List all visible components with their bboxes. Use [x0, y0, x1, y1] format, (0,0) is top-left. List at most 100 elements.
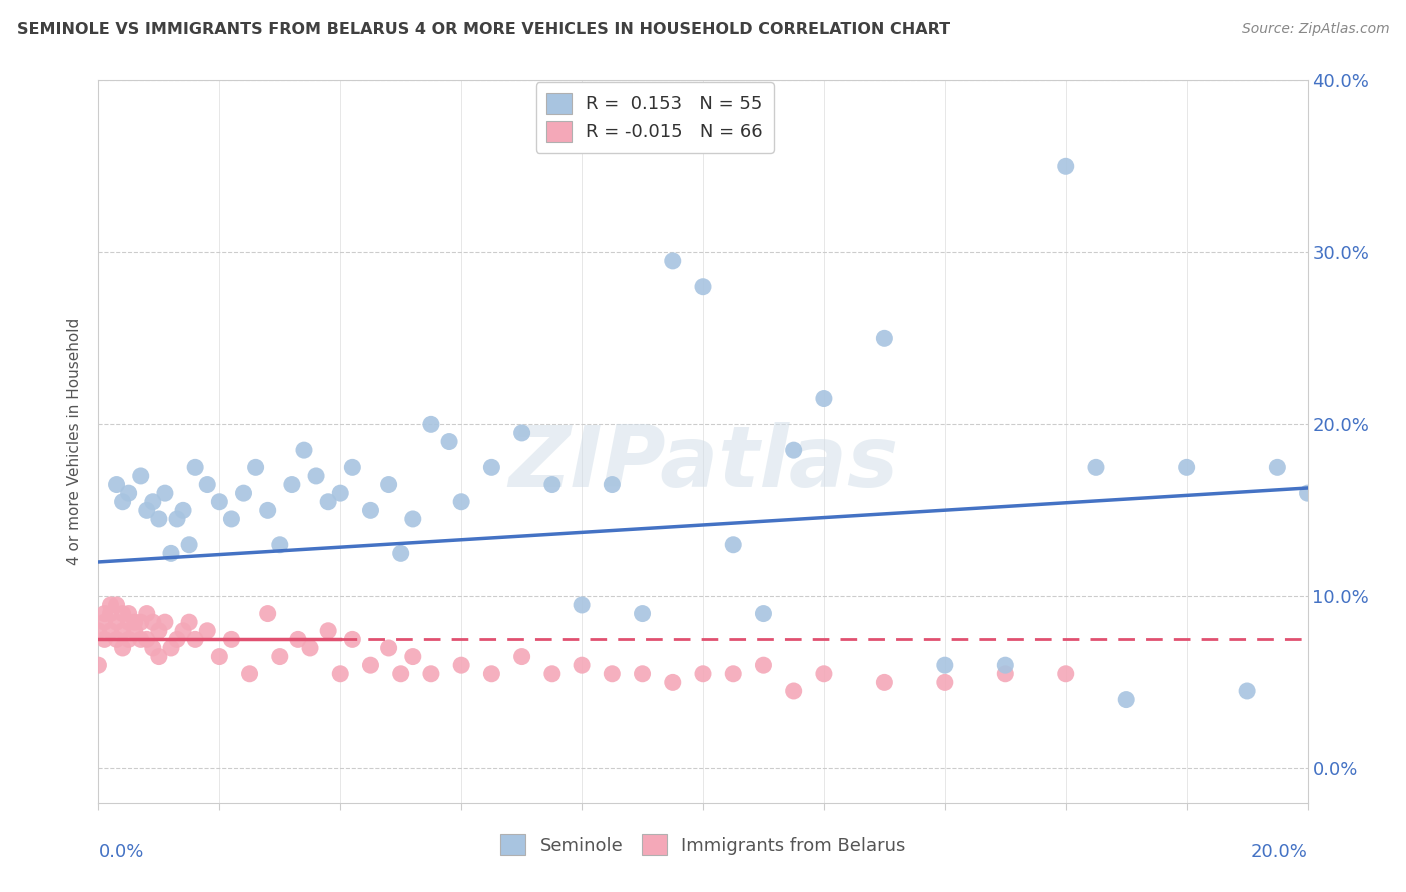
Point: [1267, 460, 1289, 475]
Point: [93, 632, 115, 647]
Point: [105, 632, 128, 647]
Point: [292, 443, 315, 458]
Point: [148, 512, 170, 526]
Point: [269, 538, 291, 552]
Point: [377, 477, 399, 491]
Point: [1054, 159, 1077, 173]
Point: [783, 684, 806, 698]
Point: [239, 666, 262, 681]
Point: [450, 494, 472, 508]
Point: [402, 649, 425, 664]
Point: [934, 658, 956, 673]
Point: [481, 666, 503, 681]
Point: [153, 486, 176, 500]
Point: [129, 469, 152, 483]
Point: [118, 632, 141, 647]
Point: [256, 503, 278, 517]
Point: [752, 607, 775, 621]
Point: [124, 615, 146, 630]
Point: [420, 666, 443, 681]
Point: [105, 598, 128, 612]
Text: ZIPatlas: ZIPatlas: [508, 422, 898, 505]
Point: [602, 666, 624, 681]
Point: [316, 494, 339, 508]
Point: [179, 615, 201, 630]
Point: [142, 494, 165, 508]
Point: [87, 624, 110, 638]
Point: [329, 486, 352, 500]
Point: [87, 658, 110, 673]
Point: [813, 666, 835, 681]
Point: [1296, 486, 1319, 500]
Point: [342, 632, 364, 647]
Point: [142, 640, 165, 655]
Point: [153, 615, 176, 630]
Point: [93, 607, 115, 621]
Point: [129, 632, 152, 647]
Point: [100, 607, 122, 621]
Point: [723, 666, 745, 681]
Point: [93, 615, 115, 630]
Point: [360, 658, 382, 673]
Point: [111, 624, 134, 638]
Point: [208, 649, 231, 664]
Point: [420, 417, 443, 432]
Point: [118, 486, 141, 500]
Point: [232, 486, 254, 500]
Point: [1054, 666, 1077, 681]
Point: [342, 460, 364, 475]
Point: [360, 503, 382, 517]
Point: [316, 624, 339, 638]
Point: [510, 425, 533, 440]
Point: [389, 666, 412, 681]
Point: [510, 649, 533, 664]
Point: [221, 512, 243, 526]
Point: [142, 615, 165, 630]
Point: [148, 649, 170, 664]
Point: [118, 607, 141, 621]
Point: [389, 546, 412, 560]
Point: [1236, 684, 1258, 698]
Point: [934, 675, 956, 690]
Text: 0.0%: 0.0%: [98, 843, 143, 861]
Point: [402, 512, 425, 526]
Point: [135, 607, 157, 621]
Point: [179, 538, 201, 552]
Point: [195, 477, 218, 491]
Point: [631, 607, 654, 621]
Point: [437, 434, 460, 449]
Point: [571, 598, 593, 612]
Point: [100, 598, 122, 612]
Point: [118, 615, 141, 630]
Point: [287, 632, 309, 647]
Point: [281, 477, 304, 491]
Point: [377, 640, 399, 655]
Point: [661, 675, 683, 690]
Point: [166, 512, 188, 526]
Point: [723, 538, 745, 552]
Point: [994, 658, 1017, 673]
Point: [160, 640, 183, 655]
Point: [172, 503, 194, 517]
Point: [208, 494, 231, 508]
Point: [184, 632, 207, 647]
Point: [481, 460, 503, 475]
Point: [135, 503, 157, 517]
Point: [305, 469, 328, 483]
Point: [631, 666, 654, 681]
Legend: Seminole, Immigrants from Belarus: Seminole, Immigrants from Belarus: [489, 823, 917, 866]
Point: [602, 477, 624, 491]
Point: [111, 607, 134, 621]
Point: [105, 477, 128, 491]
Point: [172, 624, 194, 638]
Point: [135, 632, 157, 647]
Point: [1175, 460, 1198, 475]
Point: [124, 624, 146, 638]
Point: [299, 640, 322, 655]
Point: [813, 392, 835, 406]
Point: [221, 632, 243, 647]
Text: Source: ZipAtlas.com: Source: ZipAtlas.com: [1241, 22, 1389, 37]
Point: [661, 253, 683, 268]
Point: [105, 615, 128, 630]
Point: [160, 546, 183, 560]
